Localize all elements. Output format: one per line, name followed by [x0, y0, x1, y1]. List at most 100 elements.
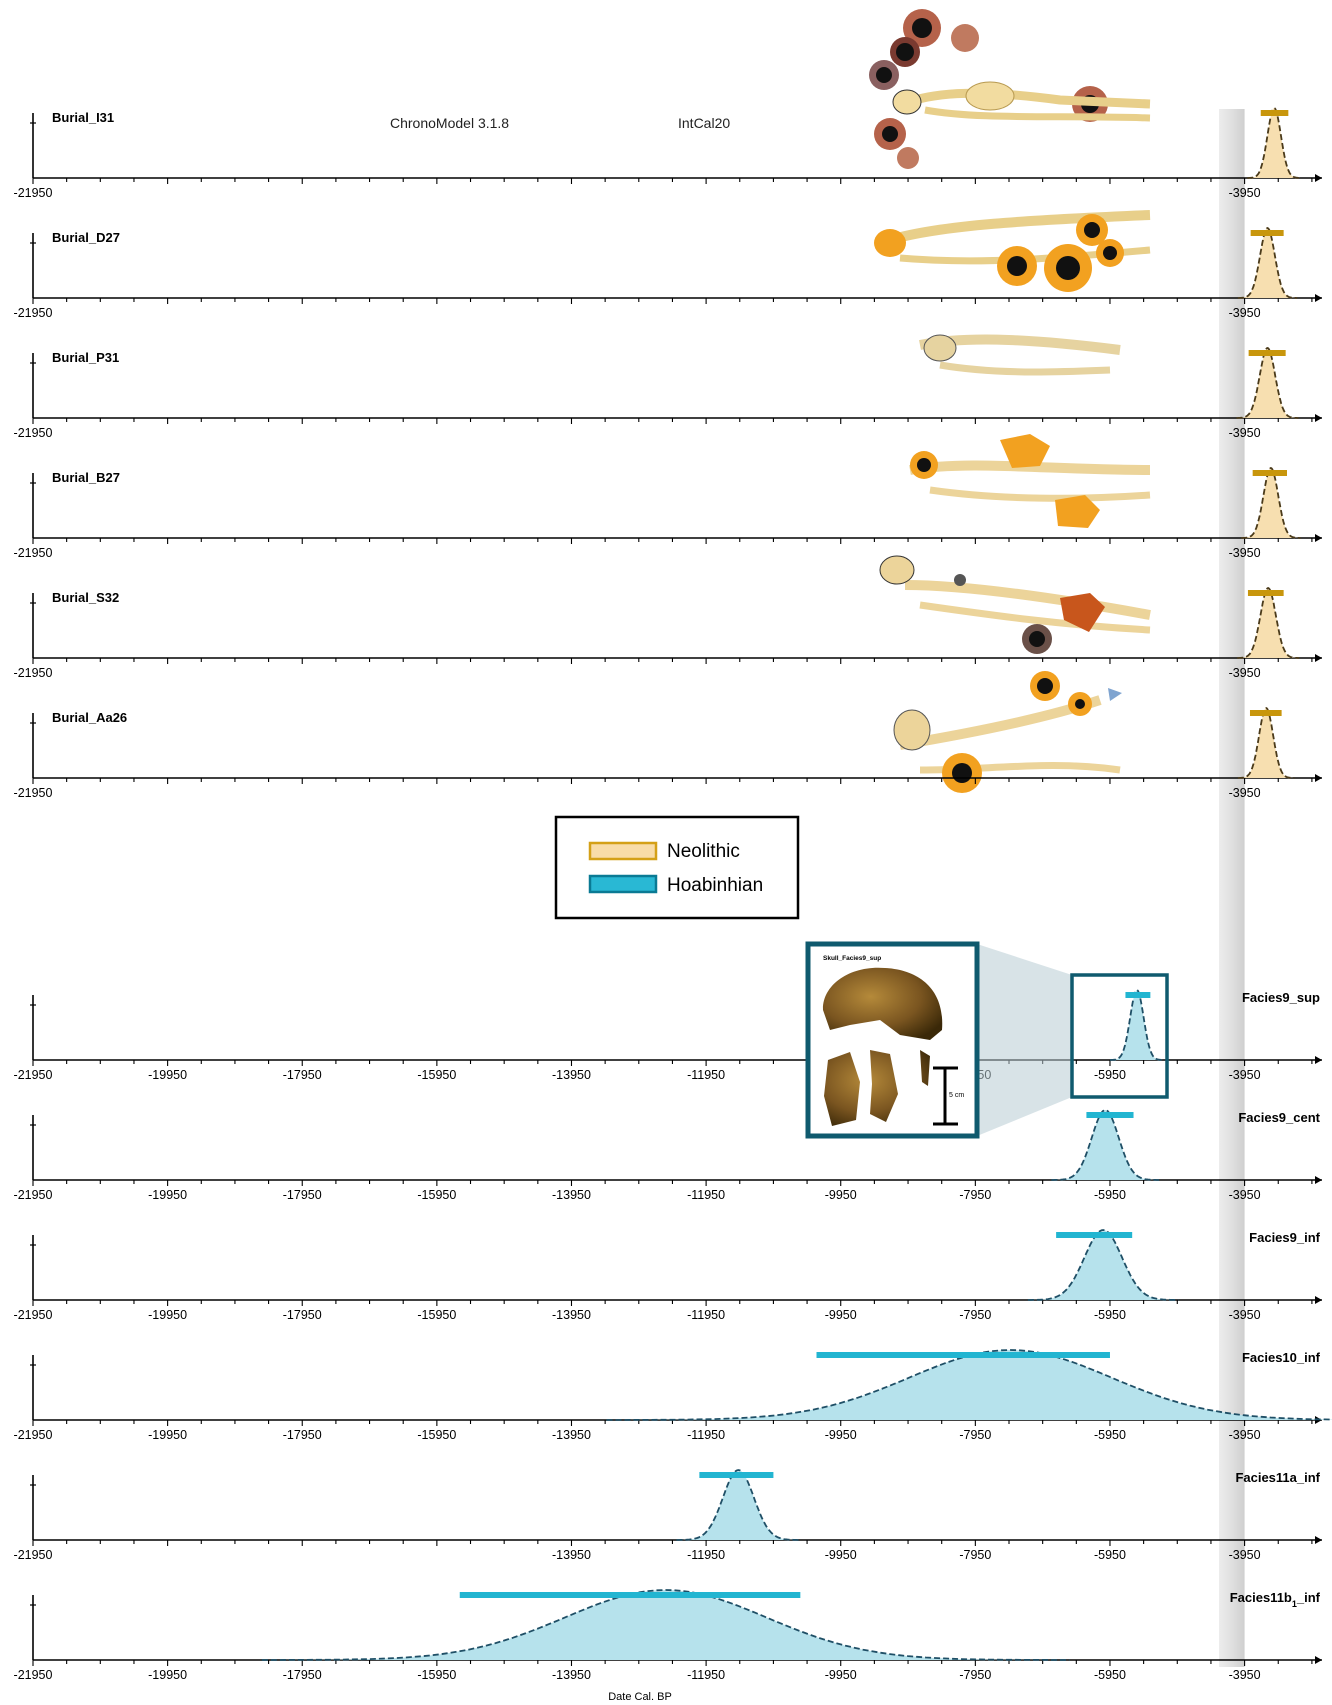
- x-tick-label: -7950: [959, 1668, 991, 1682]
- row-burial_aa26: -21950 -3950 Burial_Aa26: [14, 707, 1322, 800]
- x-tick-label: -19950: [148, 1668, 187, 1682]
- x-tick-label: -13950: [552, 1188, 591, 1202]
- density-curve: [1241, 467, 1301, 539]
- x-tick-label: -5950: [1094, 1548, 1126, 1562]
- series-label: Facies9_cent: [1238, 1110, 1320, 1125]
- x-tick-label: -3950: [1229, 1428, 1261, 1442]
- row-facies9_cent: -21950 -19950 -17950 -15950 -13950 -11950 -995…: [14, 1109, 1322, 1202]
- x-tick-label: -3950: [1229, 1068, 1261, 1082]
- x-axis-arrow: [1315, 1536, 1322, 1544]
- software-label: ChronoModel 3.1.8: [390, 115, 509, 131]
- x-tick-label: -9950: [825, 1668, 857, 1682]
- x-tick-label: -13950: [552, 1308, 591, 1322]
- skull-cranium-image: [822, 967, 943, 1040]
- series-label: Burial_B27: [52, 470, 120, 485]
- x-tick-label: -3950: [1229, 306, 1261, 320]
- density-curve: [1237, 587, 1300, 659]
- x-tick-label: -9950: [825, 1308, 857, 1322]
- x-tick-label: -21950: [14, 426, 53, 440]
- scale-label: 5 cm: [949, 1092, 964, 1099]
- inset-caption: Skull_Facies9_sup: [823, 955, 881, 962]
- density-curve: [676, 1469, 801, 1541]
- burial-illustration-aa26: [893, 671, 1122, 793]
- series-label: Facies11a_inf: [1235, 1470, 1320, 1485]
- density-curve: [606, 1349, 1332, 1421]
- x-axis-arrow: [1315, 1056, 1322, 1064]
- x-tick-label: -21950: [14, 1188, 53, 1202]
- x-tick-label: -13950: [552, 1668, 591, 1682]
- series-label: Facies9_inf: [1249, 1230, 1320, 1245]
- skull-inset: Skull_Facies9_sup 5 cm: [805, 941, 1169, 1139]
- x-tick-label: -21950: [14, 786, 53, 800]
- x-tick-label: -7950: [959, 1428, 991, 1442]
- x-tick-label: -11950: [687, 1068, 725, 1082]
- series-label: Burial_I31: [52, 110, 114, 125]
- highlight-band: [1219, 109, 1245, 1667]
- density-area: [1237, 588, 1300, 658]
- series-label: Burial_S32: [52, 590, 119, 605]
- density-area: [1051, 1110, 1160, 1180]
- burial-illustration-b27: [909, 434, 1151, 528]
- x-tick-label: -11950: [687, 1548, 725, 1562]
- x-axis-arrow: [1315, 174, 1322, 182]
- density-curve: [1051, 1109, 1160, 1181]
- burial-illustration-i31: [869, 9, 1151, 169]
- x-tick-label: -13950: [552, 1068, 591, 1082]
- density-area: [1110, 990, 1164, 1060]
- x-tick-label: -7950: [959, 1188, 991, 1202]
- row-facies11a_inf: -21950 -13950 -11950 -9950 -7950 -5950 -3950 Fa…: [14, 1469, 1322, 1562]
- x-tick-label: -17950: [283, 1668, 322, 1682]
- x-tick-label: -17950: [283, 1068, 322, 1082]
- x-tick-label: -11950: [687, 1188, 725, 1202]
- burial-illustrations: [869, 9, 1151, 793]
- x-tick-label: -21950: [14, 186, 53, 200]
- x-tick-label: -3950: [1229, 1188, 1261, 1202]
- x-tick-label: -3950: [1229, 1548, 1261, 1562]
- series-label: Burial_P31: [52, 350, 119, 365]
- density-area: [1027, 1230, 1179, 1300]
- series-label: Burial_D27: [52, 230, 120, 245]
- density-area: [1241, 468, 1301, 538]
- x-axis-arrow: [1315, 1176, 1322, 1184]
- x-tick-label: -9950: [825, 1548, 857, 1562]
- row-facies11b1_inf: -21950 -19950 -17950 -15950 -13950 -11950 -995…: [14, 1589, 1322, 1682]
- x-tick-label: -15950: [417, 1068, 456, 1082]
- x-axis-arrow: [1315, 1296, 1322, 1304]
- x-tick-label: -7950: [959, 1308, 991, 1322]
- row-burial_d27: -21950 -3950 Burial_D27: [14, 227, 1322, 320]
- x-tick-label: -11950: [687, 1428, 725, 1442]
- x-axis-arrow: [1315, 774, 1322, 782]
- x-tick-label: -17950: [283, 1308, 322, 1322]
- legend-swatch-neolithic: [588, 841, 658, 861]
- row-burial_i31: -21950 -3950 Burial_I31: [14, 106, 1322, 200]
- x-tick-label: -15950: [417, 1308, 456, 1322]
- legend-box: [554, 815, 800, 920]
- density-area: [1247, 108, 1302, 178]
- x-tick-label: -3950: [1229, 1308, 1261, 1322]
- row-burial_p31: -21950 -3950 Burial_P31: [14, 347, 1322, 440]
- inset-highlight-box: [1070, 973, 1169, 1099]
- legend-label-neolithic: Neolithic: [667, 841, 740, 862]
- burial-illustration-p31: [919, 334, 1121, 376]
- density-curve: [1247, 106, 1302, 179]
- skull-fragments-image: [824, 1050, 930, 1126]
- x-axis-arrow: [1315, 534, 1322, 542]
- x-tick-label: -5950: [1094, 1068, 1126, 1082]
- x-tick-label: -3950: [1229, 1668, 1261, 1682]
- x-tick-label: -19950: [148, 1308, 187, 1322]
- burial-illustration-s32: [879, 555, 1151, 654]
- x-tick-label: -21950: [14, 546, 53, 560]
- x-axis-arrow: [1315, 654, 1322, 662]
- density-curve: [1110, 988, 1164, 1061]
- density-curve: [1237, 227, 1298, 299]
- x-tick-label: -5950: [1094, 1428, 1126, 1442]
- series-label: Facies10_inf: [1242, 1350, 1321, 1365]
- legend: Neolithic Hoabinhian: [554, 815, 800, 920]
- x-tick-label: -9950: [825, 1428, 857, 1442]
- density-area: [676, 1470, 801, 1540]
- x-tick-label: -13950: [552, 1548, 591, 1562]
- x-tick-label: -5950: [1094, 1668, 1126, 1682]
- series-label: Facies9_sup: [1242, 990, 1320, 1005]
- density-area: [1236, 348, 1299, 418]
